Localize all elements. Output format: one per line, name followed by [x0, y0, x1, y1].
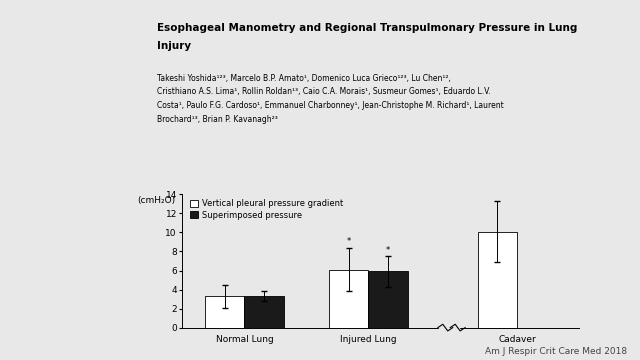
- Text: Takeshi Yoshida¹²³, Marcelo B.P. Amato¹, Domenico Luca Grieco¹²³, Lu Chen¹²,: Takeshi Yoshida¹²³, Marcelo B.P. Amato¹,…: [157, 74, 451, 83]
- Text: (cmH₂O): (cmH₂O): [138, 196, 176, 205]
- Bar: [369, 271, 408, 328]
- Text: Costa¹, Paulo F.G. Cardoso¹, Emmanuel Charbonney¹, Jean-Christophe M. Richard¹, : Costa¹, Paulo F.G. Cardoso¹, Emmanuel Ch…: [157, 101, 504, 110]
- Text: *: *: [346, 237, 351, 246]
- Bar: [205, 296, 244, 328]
- Text: Brochard¹³, Brian P. Kavanagh²³: Brochard¹³, Brian P. Kavanagh²³: [157, 115, 278, 124]
- Text: *: *: [386, 246, 390, 255]
- Bar: [439, 321, 459, 335]
- Text: Cristhiano A.S. Lima¹, Rollin Roldan¹³, Caio C.A. Morais¹, Susmeur Gomes¹, Eduar: Cristhiano A.S. Lima¹, Rollin Roldan¹³, …: [157, 87, 490, 96]
- Bar: [244, 296, 284, 328]
- Text: Esophageal Manometry and Regional Transpulmonary Pressure in Lung: Esophageal Manometry and Regional Transp…: [157, 23, 577, 33]
- Text: Am J Respir Crit Care Med 2018: Am J Respir Crit Care Med 2018: [485, 347, 627, 356]
- Text: Injury: Injury: [157, 41, 191, 51]
- Bar: [477, 231, 517, 328]
- Legend: Vertical pleural pressure gradient, Superimposed pressure: Vertical pleural pressure gradient, Supe…: [187, 196, 346, 223]
- Bar: [329, 270, 369, 328]
